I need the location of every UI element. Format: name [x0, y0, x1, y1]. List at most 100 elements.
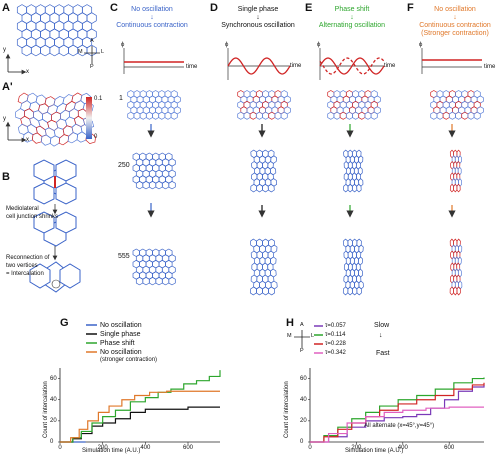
cell: [243, 111, 251, 120]
snapshot-0-2: [132, 248, 176, 286]
cell: [17, 92, 29, 104]
cell: [268, 111, 276, 120]
cell: [356, 183, 362, 193]
cell: [473, 111, 481, 120]
cell: [30, 44, 41, 57]
cell: [155, 180, 163, 190]
cell: [148, 180, 157, 190]
x-tick-label: 200: [97, 445, 108, 451]
cell: [249, 111, 257, 120]
cell: [255, 111, 263, 120]
cell: [53, 127, 65, 139]
cell: [453, 183, 458, 193]
h-legend-3: τ=0.228: [325, 341, 346, 347]
cell: [442, 111, 450, 120]
phi-f: ϕ: [419, 42, 423, 48]
cell: [161, 276, 170, 286]
snapshot-1-1: [250, 149, 278, 193]
axis-y-a2: y: [3, 116, 6, 122]
cell: [29, 116, 41, 129]
axis-lateral-2: L: [311, 333, 315, 339]
cell: [31, 132, 43, 144]
panel-label-a-prime: A': [2, 81, 13, 93]
time-c: time: [186, 64, 198, 70]
axis-lateral: L: [101, 49, 105, 55]
cell: [448, 111, 456, 120]
x-tick-label: 400: [140, 445, 151, 451]
panel-label-c: C: [110, 2, 118, 14]
b-caption-4: two vertices: [6, 263, 38, 269]
x-tick-label: 200: [351, 445, 362, 451]
y-tick-label: 20: [300, 417, 307, 424]
time-f: time: [484, 64, 496, 70]
col-f-line1: No oscillation: [434, 6, 476, 13]
simulation-snapshots: [127, 90, 484, 296]
cell: [347, 183, 353, 193]
cell: [135, 180, 144, 190]
signal-trace-c: [123, 48, 184, 74]
snapshot-3-0: [430, 90, 484, 120]
y-tick-label: 20: [50, 417, 57, 424]
cell: [339, 111, 347, 120]
cell: [158, 111, 166, 120]
panel-label-g: G: [60, 317, 69, 329]
panel-label-b: B: [2, 171, 10, 183]
snapshot-2-0: [327, 90, 381, 120]
cell: [161, 180, 170, 190]
g-legend-3: Phase shift: [100, 340, 135, 347]
panel-label-f: F: [407, 2, 414, 14]
cell: [58, 44, 69, 57]
cell: [67, 132, 79, 144]
cell: [164, 111, 172, 120]
h-slow: Slow: [374, 322, 390, 329]
g-ylabel: Count of intercalation: [43, 381, 49, 438]
cell: [38, 118, 50, 131]
cell: [133, 111, 141, 120]
row-label-250: 250: [118, 162, 130, 169]
g-legend-4: No oscillation: [100, 349, 142, 356]
x-tick-label: 600: [444, 445, 455, 451]
cell: [35, 125, 47, 137]
cell: [68, 44, 79, 57]
panel-label-e: E: [305, 2, 313, 14]
colorbar-min: 0: [94, 134, 98, 140]
junction-diagram: [29, 159, 81, 293]
h-ylabel: Count of intercalation: [284, 381, 290, 438]
series-line: [310, 406, 484, 443]
col-f-line3: (Stronger contraction): [421, 30, 489, 37]
cell: [33, 110, 43, 122]
cell: [58, 134, 70, 146]
axis-x-a: x: [26, 69, 29, 75]
g-legend-4b: (stronger contraction): [100, 357, 158, 363]
col-f-arrow: ↓: [453, 14, 457, 21]
g-legend-2: Single phase: [100, 331, 141, 338]
cell: [436, 111, 444, 120]
snapshot-0-0: [127, 90, 181, 120]
y-tick-label: 40: [300, 396, 307, 403]
tissue-lattice-a: [16, 4, 97, 57]
colorbar-max: 0.1: [94, 96, 103, 102]
time-d: time: [290, 63, 302, 69]
cell: [333, 111, 341, 120]
cell: [327, 111, 335, 120]
cell: [155, 276, 163, 286]
x-tick-label: 600: [182, 445, 194, 451]
col-e-line1: Phase shift: [334, 6, 370, 13]
snapshot-2-1: [343, 149, 364, 193]
cell: [76, 131, 87, 143]
cell: [148, 276, 157, 286]
cell: [49, 44, 60, 57]
cell: [77, 108, 88, 120]
colorbar: [86, 97, 92, 139]
y-tick-label: 40: [50, 396, 57, 403]
snapshot-1-2: [249, 238, 278, 296]
cell: [280, 111, 288, 120]
phi-e: ϕ: [317, 42, 321, 48]
axis-posterior: P: [90, 64, 94, 70]
axis-icon-a: [5, 46, 310, 348]
signal-trace-d: [227, 48, 291, 80]
col-d-arrow: ↓: [256, 14, 260, 21]
cell: [456, 286, 461, 296]
cell: [62, 94, 74, 106]
